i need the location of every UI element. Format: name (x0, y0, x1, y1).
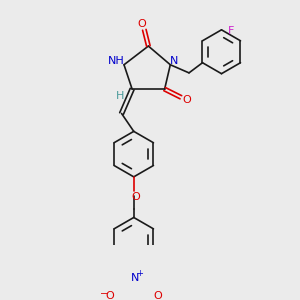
Text: O: O (131, 192, 140, 202)
Text: O: O (106, 291, 115, 300)
Text: O: O (153, 291, 162, 300)
Text: N: N (170, 56, 178, 66)
Text: F: F (228, 26, 234, 36)
Text: +: + (136, 269, 143, 278)
Text: O: O (137, 19, 146, 29)
Text: −: − (100, 289, 109, 299)
Text: H: H (116, 91, 124, 100)
Text: N: N (130, 273, 139, 284)
Text: O: O (182, 95, 191, 106)
Text: NH: NH (107, 56, 124, 66)
